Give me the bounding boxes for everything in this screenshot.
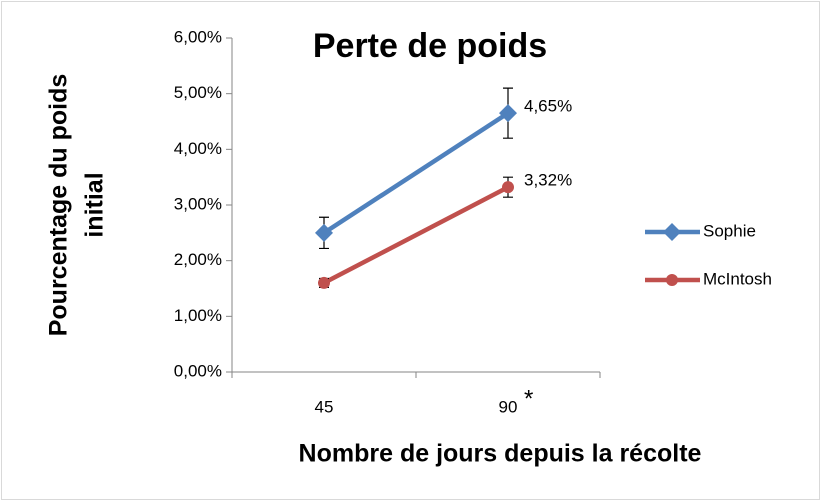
x-tick-label: 90 xyxy=(499,397,518,416)
chart-title: Perte de poids xyxy=(313,27,547,65)
series-line xyxy=(322,111,510,235)
legend-label: McIntosh xyxy=(703,269,772,288)
legend-marker xyxy=(663,223,681,241)
data-label: 4,65% xyxy=(524,97,572,116)
y-tick-label: 1,00% xyxy=(174,306,222,325)
y-tick-label: 2,00% xyxy=(174,250,222,269)
y-tick-label: 6,00% xyxy=(174,27,222,46)
marker xyxy=(502,181,514,194)
y-tick-label: 5,00% xyxy=(174,83,222,102)
marker xyxy=(315,223,333,242)
y-axis-label: initial xyxy=(81,172,109,237)
marker xyxy=(499,104,517,123)
y-tick-label: 4,00% xyxy=(174,139,222,158)
marker xyxy=(318,276,330,289)
annotation: * xyxy=(524,385,533,412)
x-axis-label: Nombre de jours depuis la récolte xyxy=(299,440,702,468)
legend-marker xyxy=(666,274,678,286)
y-axis-label: Pourcentage du poids xyxy=(45,74,73,337)
y-tick-label: 0,00% xyxy=(174,361,222,380)
y-tick-label: 3,00% xyxy=(174,194,222,213)
series-line xyxy=(322,185,510,285)
x-tick-label: 45 xyxy=(315,397,334,416)
legend-label: Sophie xyxy=(703,221,756,240)
data-label: 3,32% xyxy=(524,171,572,190)
